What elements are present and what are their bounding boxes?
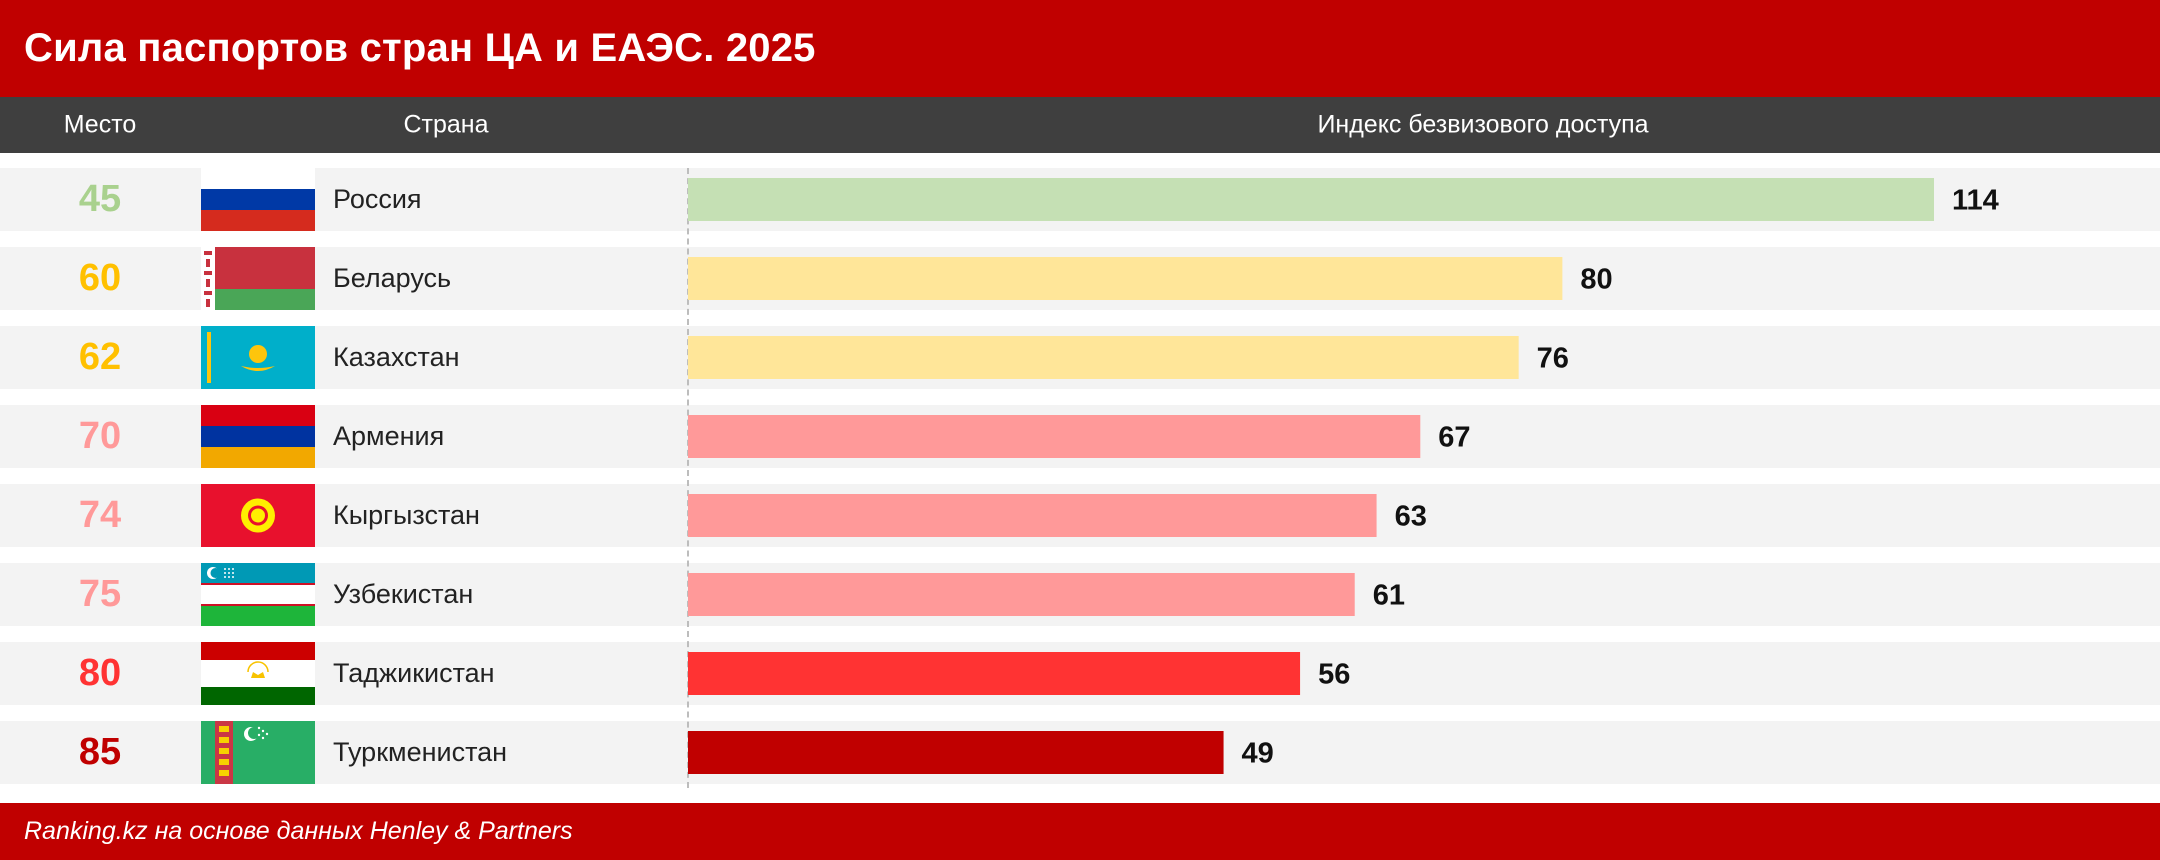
belarus-flag-icon — [201, 247, 315, 310]
table-row — [0, 405, 2160, 468]
rank-value: 74 — [78, 494, 122, 536]
armenia-flag-icon — [201, 405, 315, 468]
title-bar: Сила паспортов стран ЦА и ЕАЭС. 2025 — [0, 0, 2160, 97]
country-label: Кыргызстан — [333, 500, 480, 530]
country-label: Россия — [333, 184, 422, 214]
rank-value: 80 — [78, 652, 122, 694]
table-row — [0, 484, 2160, 547]
country-label: Беларусь — [333, 263, 452, 293]
country-label: Узбекистан — [333, 579, 474, 609]
rank-value: 60 — [78, 257, 122, 299]
country-label: Туркменистан — [333, 737, 508, 767]
turkmenistan-flag-icon — [201, 721, 315, 784]
column-header-row: Место Страна Индекс безвизового доступа — [0, 97, 2160, 153]
rank-column-header: Место — [63, 110, 137, 139]
rank-value: 45 — [78, 178, 122, 220]
table-row — [0, 721, 2160, 784]
chart-title: Сила паспортов стран ЦА и ЕАЭС. 2025 — [24, 26, 816, 70]
table-row — [0, 326, 2160, 389]
table-row — [0, 642, 2160, 705]
rank-value: 62 — [78, 336, 122, 378]
kyrgyzstan-flag-icon — [201, 484, 315, 547]
country-label: Казахстан — [333, 342, 460, 372]
rank-value: 75 — [78, 573, 122, 615]
uzbekistan-flag-icon — [201, 563, 315, 626]
rank-value: 85 — [78, 731, 122, 773]
country-label: Армения — [333, 421, 445, 451]
russia-flag-icon — [201, 168, 315, 231]
table-row — [0, 563, 2160, 626]
country-column-header: Страна — [403, 110, 489, 139]
source-footer: Ranking.kz на основе данных Henley & Par… — [0, 803, 2160, 860]
table-row — [0, 168, 2160, 231]
index-column-header: Индекс безвизового доступа — [1317, 110, 1649, 139]
baseline-axis — [687, 168, 689, 788]
table-row — [0, 247, 2160, 310]
source-text: Ranking.kz на основе данных Henley & Par… — [24, 817, 573, 845]
kazakhstan-flag-icon — [201, 326, 315, 389]
rank-value: 70 — [78, 415, 122, 457]
country-label: Таджикистан — [333, 658, 495, 688]
tajikistan-flag-icon — [201, 642, 315, 705]
